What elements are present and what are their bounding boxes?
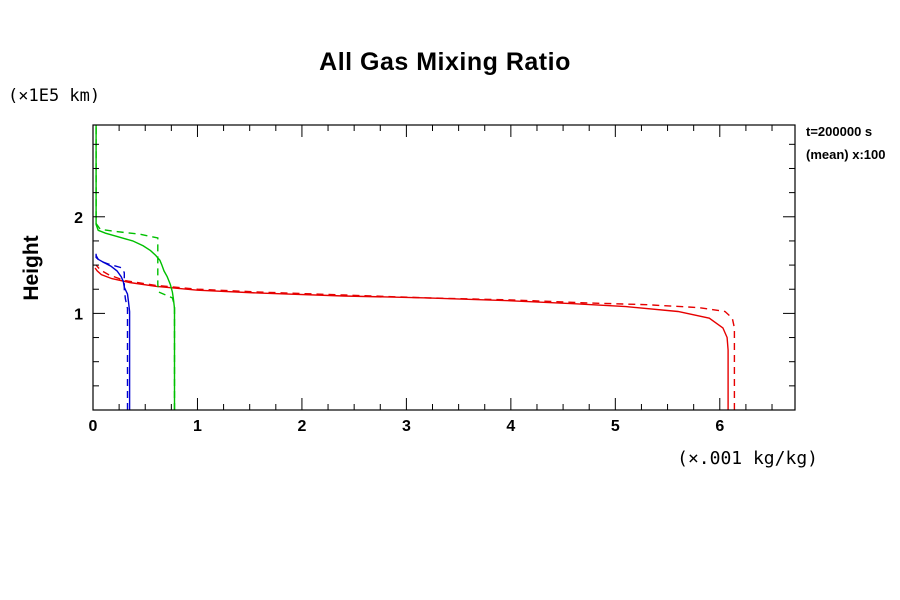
x-tick-label: 3 xyxy=(402,418,411,435)
x-tick-label: 1 xyxy=(193,418,202,435)
gas2-green-solid-line xyxy=(95,125,176,410)
gas3-blue-dashed-line xyxy=(95,251,129,410)
annotation-mean: (mean) x:100 xyxy=(806,147,886,162)
gas1-red-dashed-line xyxy=(95,264,736,410)
y-axis-unit-label: (×1E5 km) xyxy=(8,86,101,106)
gas1-red-solid-line xyxy=(94,267,729,410)
x-tick-label: 4 xyxy=(506,418,515,435)
chart-title: All Gas Mixing Ratio xyxy=(319,48,571,76)
x-axis-unit-label: (×.001 kg/kg) xyxy=(677,448,818,469)
y-tick-label: 1 xyxy=(74,306,83,323)
gas2-green-dashed-line xyxy=(95,125,176,410)
annotation-time: t=200000 s xyxy=(806,124,873,139)
y-tick-label: 2 xyxy=(74,210,83,227)
x-tick-label: 2 xyxy=(297,418,306,435)
plot-frame xyxy=(92,124,796,411)
x-tick-label: 6 xyxy=(715,418,724,435)
x-tick-label: 0 xyxy=(89,418,98,435)
x-tick-label: 5 xyxy=(611,418,620,435)
gas3-blue-solid-line xyxy=(95,255,131,410)
